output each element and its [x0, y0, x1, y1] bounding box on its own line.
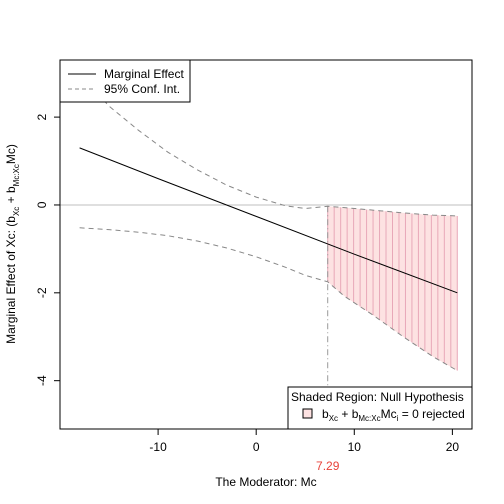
note-box: [287, 386, 473, 430]
note-plus: + b: [338, 407, 359, 421]
threshold-marker-label: 7.29: [316, 459, 340, 473]
note-title: Shaded Region: Null Hypothesis: [291, 390, 464, 404]
note-sub-i: i: [397, 414, 399, 423]
note-mc: Mc: [381, 407, 397, 421]
x-axis-label: The Moderator: Mc: [215, 475, 316, 489]
y-axis: -4 -2 0 2: [35, 113, 60, 386]
x-tick-label: 10: [348, 440, 362, 454]
note-b: b: [322, 407, 329, 421]
note-sub-xc: Xc: [329, 414, 338, 423]
y-axis-label-sub-xc: Xc: [12, 207, 21, 216]
y-tick-label: 0: [35, 201, 49, 208]
legend-label-conf-int: 95% Conf. Int.: [104, 82, 180, 96]
y-axis-label-sub-mcxc: Mc:Xc: [12, 164, 21, 186]
y-axis-label-mid: + b: [4, 186, 18, 207]
series-lines: [79, 72, 458, 372]
null-rejected-shaded-region: [327, 206, 458, 371]
shaded-region-note: Shaded Region: Null Hypothesis bXc + bMc…: [287, 386, 473, 430]
legend: Marginal Effect 95% Conf. Int.: [59, 59, 191, 103]
conf-int-lower-line: [79, 227, 458, 372]
note-tail: = 0 rejected: [398, 407, 464, 421]
y-axis-label: Marginal Effect of Xc: (bXc + bMc:XcMc): [4, 144, 21, 344]
y-tick-label: -2: [35, 287, 49, 298]
legend-box: [59, 59, 191, 103]
note-sub-mcxc: Mc:Xc: [358, 414, 380, 423]
x-tick-label: 20: [446, 440, 460, 454]
note-text: bXc + bMc:XcMci = 0 rejected: [322, 407, 465, 423]
legend-label-marginal-effect: Marginal Effect: [104, 67, 184, 81]
x-tick-label: -10: [149, 440, 167, 454]
marginal-effect-line: [79, 147, 458, 294]
x-tick-label: 0: [253, 440, 260, 454]
y-axis-label-suffix: Mc): [4, 144, 18, 164]
y-tick-label: 2: [35, 113, 49, 120]
plot-frame: [59, 59, 473, 430]
conf-int-upper-line: [79, 72, 458, 217]
y-axis-label-prefix: Marginal Effect of Xc: (b: [4, 216, 18, 344]
y-tick-label: -4: [35, 375, 49, 386]
x-axis: -10 0 10 20: [149, 429, 459, 454]
note-key-swatch: [302, 408, 313, 419]
